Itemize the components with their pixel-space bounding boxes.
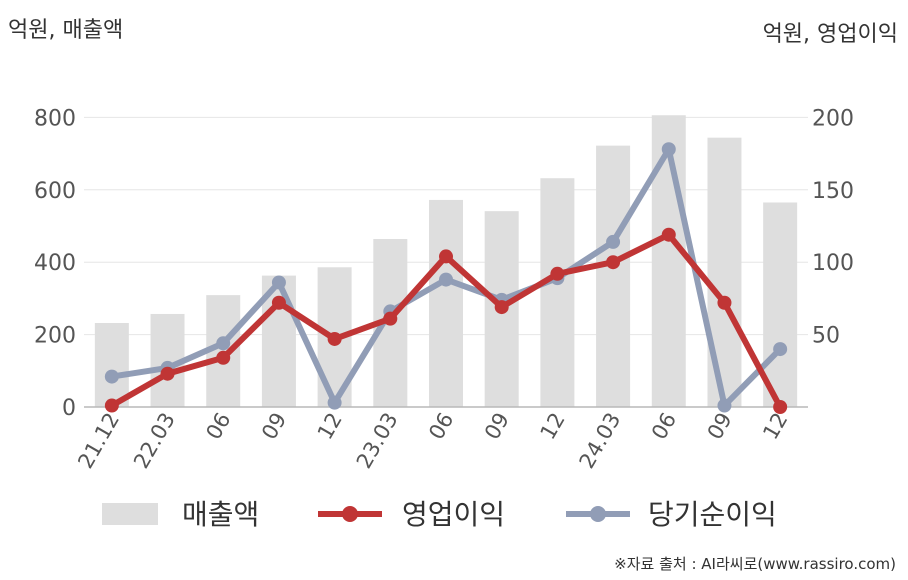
x-tick-label: 06: [201, 409, 235, 444]
point-영업이익: [216, 350, 231, 365]
x-tick-label: 12: [758, 409, 792, 444]
left-axis-unit: 억원, 매출액: [8, 18, 124, 43]
legend-marker-당기순이익: [590, 506, 606, 522]
point-영업이익: [606, 255, 621, 270]
source-note: ※자료 출처 : AI라씨로(www.rassiro.com): [614, 555, 896, 573]
y-left-tick-label: 200: [34, 324, 76, 349]
point-영업이익: [494, 300, 509, 315]
y-right-tick-label: 50: [812, 324, 840, 349]
point-당기순이익: [439, 272, 453, 287]
x-tick-label: 06: [647, 409, 681, 444]
y-right-tick-label: 100: [812, 251, 854, 276]
point-영업이익: [439, 249, 453, 264]
x-tick-label: 09: [703, 409, 737, 444]
y-right-tick-label: 200: [812, 106, 854, 131]
point-당기순이익: [104, 369, 119, 384]
point-당기순이익: [773, 342, 788, 357]
bar-매출액: [707, 137, 742, 407]
bar-매출액: [596, 145, 631, 408]
x-tick-label: 21.12: [73, 409, 124, 473]
y-left-tick-label: 600: [34, 179, 76, 204]
x-tick-label: 12: [536, 409, 570, 444]
bar-매출액: [540, 178, 575, 407]
x-tick-label: 23.03: [352, 409, 403, 473]
bar-매출액: [94, 323, 129, 407]
point-영업이익: [271, 295, 286, 310]
x-tick-label: 06: [424, 409, 458, 444]
point-영업이익: [773, 400, 788, 414]
x-tick-label: 24.03: [575, 409, 626, 473]
legend-label: 영업이익: [402, 498, 505, 531]
point-영업이익: [383, 311, 398, 326]
y-right-tick-label: 150: [812, 179, 854, 204]
point-당기순이익: [661, 142, 676, 157]
point-영업이익: [717, 295, 732, 310]
y-left-tick-label: 800: [34, 106, 76, 131]
y-left-tick-label: 400: [34, 251, 76, 276]
point-영업이익: [104, 398, 119, 413]
legend-swatch-매출액: [102, 503, 158, 525]
legend-label: 매출액: [182, 498, 259, 531]
legend-label: 당기순이익: [648, 498, 777, 531]
y-left-tick-label: 0: [62, 396, 76, 421]
bar-매출액: [429, 199, 463, 407]
x-tick-label: 09: [480, 409, 514, 444]
x-tick-label: 09: [257, 409, 291, 444]
point-당기순이익: [216, 336, 231, 351]
legend-marker-영업이익: [342, 506, 358, 522]
bar-매출액: [763, 202, 798, 407]
point-영업이익: [160, 366, 175, 381]
point-영업이익: [550, 266, 565, 281]
x-tick-label: 22.03: [129, 409, 180, 473]
point-당기순이익: [606, 234, 621, 249]
point-당기순이익: [717, 398, 732, 413]
point-영업이익: [327, 331, 342, 346]
x-tick-label: 12: [313, 409, 347, 444]
point-영업이익: [661, 227, 676, 242]
point-당기순이익: [327, 395, 342, 410]
right-axis-unit: 억원, 영업이익: [762, 22, 898, 47]
point-당기순이익: [271, 275, 286, 290]
